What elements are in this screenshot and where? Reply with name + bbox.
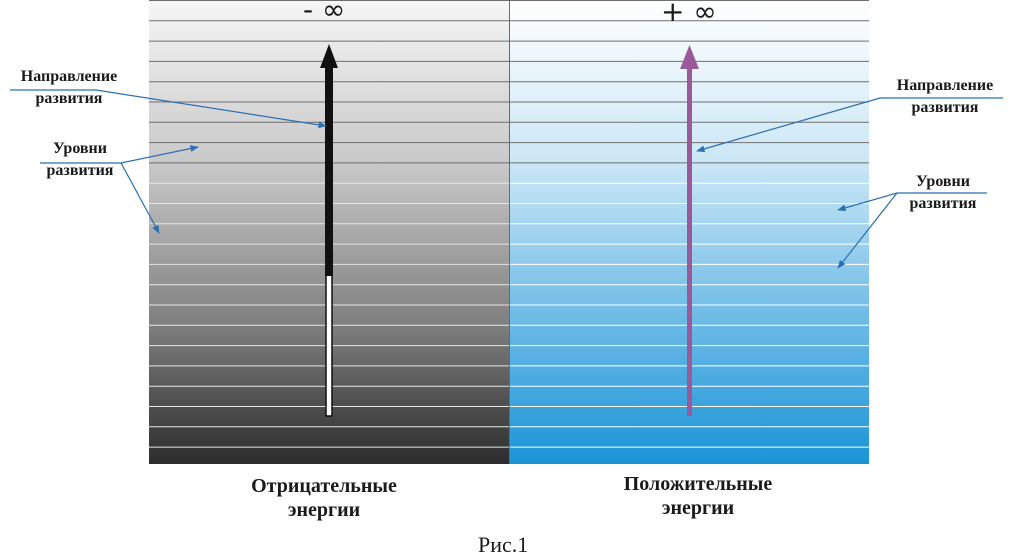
left-direction-label-line2: развития: [35, 90, 103, 107]
left-direction-label-line1: Направление: [20, 68, 118, 85]
right-direction-pointer: [696, 97, 1003, 153]
left-pointers: [10, 89, 327, 234]
positive-direction-arrow: [680, 45, 699, 416]
negative-infinity-label: - ∞: [303, 0, 346, 26]
left-levels-label-line2: развития: [46, 162, 114, 179]
right-direction-label: Направление развития: [880, 75, 1010, 119]
right-levels-pointer-2: [837, 192, 898, 269]
left-levels-pointer-2: [120, 162, 160, 234]
left-levels-label-line1: Уровни: [52, 140, 107, 157]
right-direction-label-line1: Направление: [896, 77, 994, 94]
negative-direction-arrow: [320, 44, 338, 417]
positive-caption-line2: энергии: [661, 497, 735, 519]
right-levels-label: Уровни развития: [893, 171, 993, 215]
right-pointers: [696, 97, 1003, 269]
figure-caption: Рис.1: [478, 532, 529, 557]
right-levels-label-line2: развития: [909, 195, 977, 212]
right-levels-label-line1: Уровни: [915, 173, 970, 190]
negative-caption-line1: Отрицательные: [251, 475, 397, 497]
right-direction-label-line2: развития: [911, 99, 979, 116]
left-levels-label: Уровни развития: [30, 138, 130, 182]
positive-caption-line1: Положительные: [623, 473, 773, 495]
positive-energies-caption: Положительные энергии: [593, 472, 803, 520]
left-direction-label: Направление развития: [8, 66, 130, 110]
negative-energies-caption: Отрицательные энергии: [219, 474, 429, 522]
negative-caption-line2: энергии: [287, 499, 361, 521]
left-direction-pointer: [10, 89, 327, 129]
positive-infinity-label: + ∞: [661, 0, 717, 28]
